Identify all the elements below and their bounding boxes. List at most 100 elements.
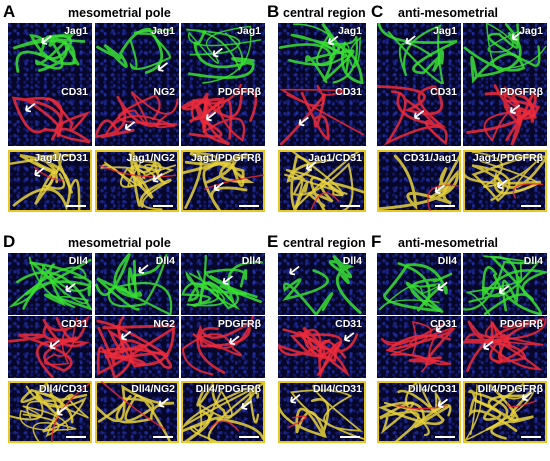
vessel-stain: [283, 150, 366, 212]
panel-stain-label: CD31: [61, 86, 88, 98]
vessel-stain: [282, 254, 362, 315]
arrow-icon: [327, 35, 339, 46]
micrograph-panel: Dll4/NG2: [95, 381, 179, 443]
scale-bar: [435, 436, 455, 438]
arrow-icon: [65, 282, 76, 293]
arrow-icon: [25, 102, 36, 113]
vessel-stain: [463, 317, 547, 373]
micrograph-panel: Dll4: [463, 253, 547, 315]
micrograph-panel: CD31: [278, 316, 366, 378]
section-title-b: central region: [283, 6, 366, 20]
panel-letter-e: E: [267, 232, 279, 251]
panel-stain-label: Jag1: [237, 25, 261, 37]
panel-stain-label: CD31/Jag1: [403, 152, 457, 164]
panel-stain-label: PDGFRβ: [217, 86, 261, 98]
panel-stain-label: Dll4: [155, 255, 175, 267]
panel-stain-label: Jag1/CD31: [308, 152, 362, 164]
panel-stain-label: Dll4: [241, 255, 261, 267]
micrograph-panel: PDGFRβ: [181, 84, 265, 146]
scale-bar: [153, 205, 173, 207]
scale-bar: [66, 436, 86, 438]
micrograph-panel: Jag1/PDGFRβ: [181, 150, 265, 212]
panel-stain-label: Dll4: [523, 255, 543, 267]
micrograph-panel: Jag1: [95, 23, 179, 85]
panel-stain-label: Dll4: [342, 255, 362, 267]
panel-stain-label: Dll4/PDGFRβ: [195, 383, 261, 395]
micrograph-panel: CD31: [8, 316, 92, 378]
arrow-icon: [152, 173, 163, 183]
vessel-stain: [8, 381, 91, 443]
vessel-stain: [463, 255, 547, 315]
panel-stain-label: PDGFRβ: [499, 318, 543, 330]
micrograph-panel: Jag1/PDGFRβ: [463, 150, 547, 212]
micrograph-panel: Dll4/PDGFRβ: [463, 381, 547, 443]
arrow-icon: [305, 161, 317, 172]
arrow-icon: [34, 167, 45, 177]
panel-letter-f: F: [371, 232, 382, 251]
arrow-icon: [138, 264, 149, 274]
micrograph-panel: CD31: [278, 84, 366, 146]
section-title-a: mesometrial pole: [68, 6, 171, 20]
panel-stain-label: CD31: [61, 318, 88, 330]
vessel-stain: [377, 381, 452, 443]
vessel-stain: [12, 33, 86, 73]
micrograph-panel: CD31: [8, 84, 92, 146]
vessel-stain: [278, 84, 365, 146]
scale-bar: [66, 205, 86, 207]
panel-stain-label: Jag1/PDGFRβ: [472, 152, 543, 164]
micrograph-panel: PDGFRβ: [463, 84, 547, 146]
panel-stain-label: PDGFRβ: [499, 86, 543, 98]
arrow-icon: [437, 398, 449, 409]
arrow-icon: [435, 323, 446, 333]
micrograph-panel: NG2: [95, 84, 179, 146]
micrograph-panel: Jag1/CD31: [8, 150, 92, 212]
arrow-icon: [290, 394, 301, 404]
scale-bar: [239, 436, 259, 438]
section-title-f: anti-mesometrial: [398, 236, 499, 250]
arrow-icon: [41, 35, 52, 45]
panel-letter-b: B: [267, 2, 280, 21]
vessel-stain: [378, 262, 453, 314]
section-title-e: central region: [283, 236, 366, 250]
vessel-stain: [11, 96, 91, 144]
vessel-stain: [377, 85, 448, 146]
arrow-icon: [56, 406, 68, 416]
vessel-stain: [8, 256, 92, 311]
arrow-icon: [343, 332, 355, 342]
panel-stain-label: Jag1: [151, 25, 175, 37]
micrograph-panel: Jag1: [181, 23, 265, 85]
micrograph-panel: PDGFRβ: [463, 316, 547, 378]
vessel-stain: [463, 383, 537, 443]
arrow-icon: [241, 400, 252, 410]
arrow-icon: [521, 391, 533, 402]
panel-stain-label: Jag1/PDGFRβ: [190, 152, 261, 164]
micrograph-panel: Dll4/CD31: [278, 381, 366, 443]
arrow-icon: [212, 47, 223, 58]
vessel-stain: [278, 326, 359, 378]
vessel-stain: [181, 316, 254, 376]
arrow-icon: [213, 181, 224, 192]
micrograph-panel: Jag1: [377, 23, 461, 85]
section-title-d: mesometrial pole: [68, 236, 171, 250]
scale-bar: [521, 205, 541, 207]
vessel-stain: [96, 27, 174, 74]
arrow-icon: [205, 111, 217, 122]
panel-stain-label: CD31: [430, 86, 457, 98]
micrograph-panel: Dll4: [8, 253, 92, 315]
vessel-stain: [278, 23, 364, 85]
vessel-stain: [278, 384, 365, 440]
micrograph-panel: Dll4/PDGFRβ: [181, 381, 265, 443]
micrograph-panel: Jag1/CD31: [278, 150, 366, 212]
panel-stain-label: NG2: [153, 86, 175, 98]
panel-stain-label: Jag1: [338, 25, 362, 37]
micrograph-panel: Dll4: [181, 253, 265, 315]
micrograph-panel: Dll4/CD31: [377, 381, 461, 443]
micrograph-panel: Dll4: [278, 253, 366, 315]
panel-stain-label: PDGFRβ: [217, 318, 261, 330]
arrow-icon: [49, 339, 60, 350]
arrow-icon: [120, 330, 132, 341]
vessel-stain: [96, 316, 176, 378]
micrograph-panel: Dll4: [95, 253, 179, 315]
arrow-icon: [413, 109, 425, 120]
arrow-icon: [222, 275, 233, 285]
